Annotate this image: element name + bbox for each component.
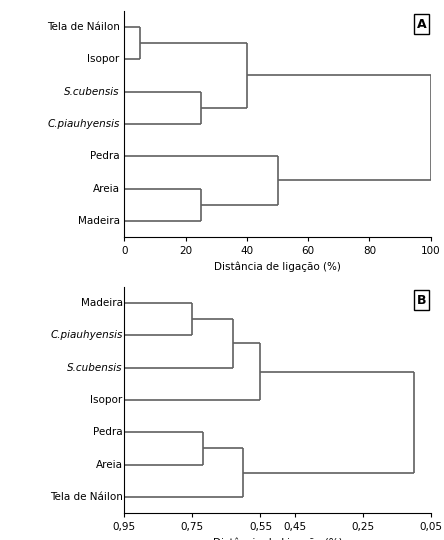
- X-axis label: Distância de ligação (%): Distância de ligação (%): [214, 261, 341, 272]
- Text: C.piauhyensis: C.piauhyensis: [48, 119, 120, 129]
- Text: Tela de Náilon: Tela de Náilon: [50, 492, 123, 502]
- Text: B: B: [417, 294, 426, 307]
- Text: Pedra: Pedra: [90, 151, 120, 161]
- Text: Madeira: Madeira: [78, 216, 120, 226]
- Text: A: A: [416, 18, 426, 31]
- X-axis label: Distância de Ligação (%): Distância de Ligação (%): [213, 538, 342, 540]
- Text: Areia: Areia: [93, 184, 120, 193]
- Text: C.piauhyensis: C.piauhyensis: [50, 330, 123, 340]
- Text: Isopor: Isopor: [91, 395, 123, 405]
- Text: S.cubensis: S.cubensis: [64, 86, 120, 97]
- Text: Madeira: Madeira: [81, 298, 123, 308]
- Text: Areia: Areia: [95, 460, 123, 469]
- Text: Tela de Náilon: Tela de Náilon: [47, 22, 120, 32]
- Text: S.cubensis: S.cubensis: [67, 362, 123, 373]
- Text: Isopor: Isopor: [87, 55, 120, 64]
- Text: Pedra: Pedra: [93, 427, 123, 437]
